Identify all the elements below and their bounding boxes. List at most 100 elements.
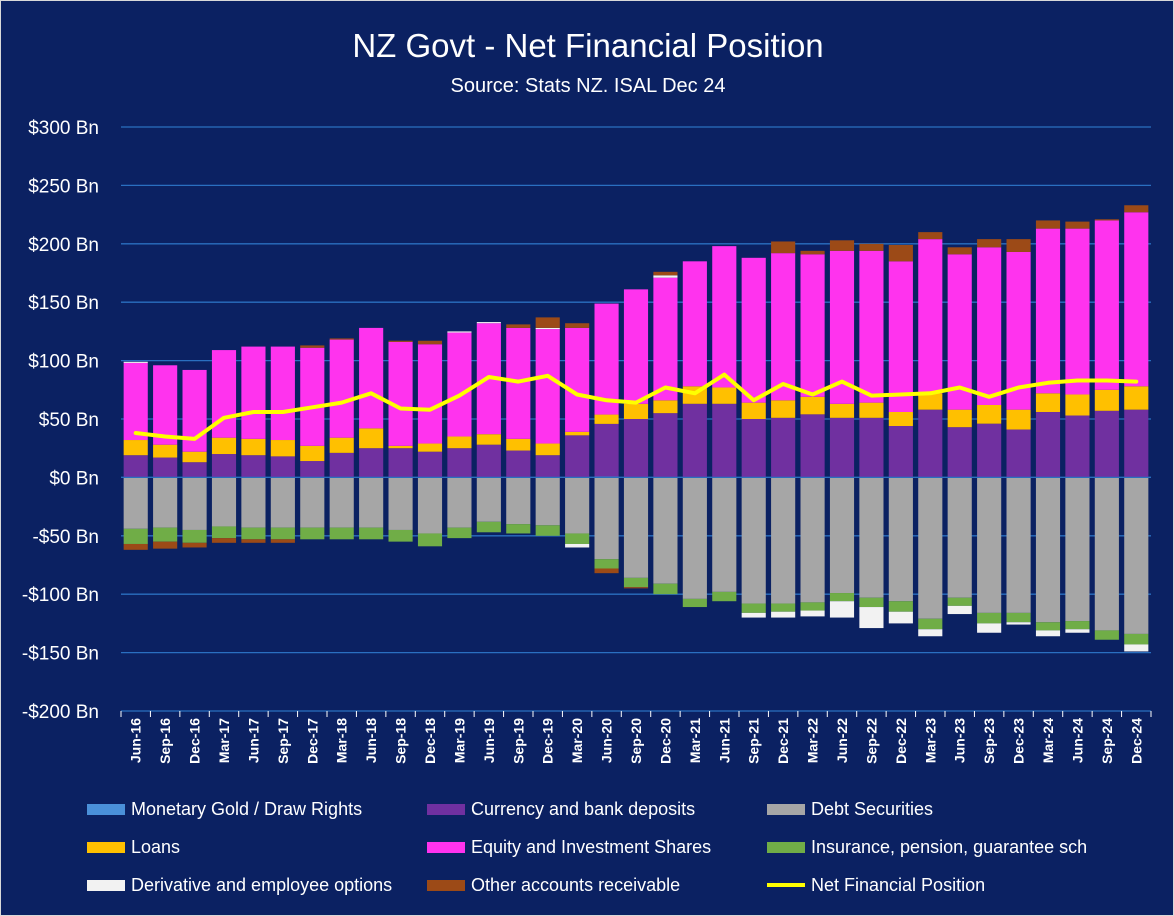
x-tick-label: Mar-20: [569, 718, 585, 763]
bar-segment: [359, 327, 384, 429]
bar-segment: [1065, 228, 1090, 395]
bar-segment: [300, 527, 325, 540]
bar-segment: [388, 341, 413, 446]
legend: Monetary Gold / Draw Rights Currency and…: [87, 797, 1147, 897]
bar-segment: [1065, 629, 1090, 633]
bar-segment: [329, 437, 354, 453]
bar-segment: [682, 261, 707, 387]
bar-segment: [594, 559, 619, 569]
bar-segment: [300, 461, 325, 478]
legend-swatch: [427, 841, 465, 853]
bar-segment: [741, 603, 766, 613]
legend-label: Equity and Investment Shares: [471, 836, 712, 857]
x-tick-label: Jun-18: [363, 718, 379, 763]
bar-segment: [417, 451, 443, 478]
bar-segment: [565, 477, 590, 534]
bar-segment: [241, 346, 266, 439]
bar-segment: [594, 423, 619, 477]
bar-segment: [447, 527, 472, 539]
y-tick-label: -$100 Bn: [22, 585, 99, 606]
bar-segment: [506, 324, 531, 328]
x-tick-label: Mar-18: [334, 718, 350, 763]
bar-segment: [241, 477, 266, 528]
bar-segment: [329, 339, 354, 438]
y-tick-label: $200 Bn: [28, 235, 99, 256]
x-tick-label: Jun-24: [1069, 718, 1085, 763]
bar-segment: [417, 340, 443, 345]
bar-segment: [153, 527, 178, 542]
x-tick-label: Jun-23: [952, 718, 968, 763]
y-tick-label: $100 Bn: [28, 352, 99, 373]
bar-segment: [241, 527, 266, 540]
bar-segment: [829, 403, 855, 418]
bar-segment: [1065, 221, 1090, 229]
bar-segment: [506, 477, 531, 525]
legend-label: Insurance, pension, guarantee sch: [811, 836, 1088, 857]
bar-segment: [182, 542, 207, 548]
legend-swatch: [87, 803, 125, 815]
bar-segment: [771, 253, 796, 401]
bar-segment: [977, 612, 1002, 624]
chart-title: NZ Govt - Net Financial Position: [352, 27, 823, 64]
bar-segment: [211, 454, 237, 478]
bar-segment: [1006, 239, 1031, 252]
bar-segment: [829, 477, 855, 594]
bar-segment: [888, 601, 913, 612]
bar-segment: [888, 426, 913, 478]
bar-segment: [565, 435, 590, 478]
x-tick-label: Sep-19: [510, 718, 526, 764]
bar-segment: [1065, 477, 1090, 622]
bar-segment: [447, 477, 472, 528]
bar-segment: [918, 629, 943, 637]
bar-segment: [918, 232, 943, 240]
bar-segment: [771, 400, 796, 418]
x-tick-label: Sep-16: [157, 718, 173, 764]
legend-label: Net Financial Position: [811, 874, 986, 895]
bar-segment: [977, 477, 1002, 613]
bar-segment: [623, 403, 649, 419]
bar-segment: [447, 331, 472, 333]
legend-swatch: [427, 803, 465, 815]
legend-label: Currency and bank deposits: [471, 798, 696, 819]
bar-segment: [888, 244, 913, 262]
bar-segment: [1094, 410, 1119, 478]
bar-segment: [653, 277, 678, 401]
legend-swatch: [427, 879, 465, 891]
bar-segment: [535, 477, 560, 526]
bar-segment: [977, 423, 1002, 478]
bar-segment: [270, 539, 295, 543]
legend-swatch: [87, 879, 125, 891]
bar-segment: [918, 239, 943, 394]
x-tick-label: Sep-17: [275, 718, 291, 764]
bar-segment: [800, 602, 825, 611]
net-financial-position-line: [133, 372, 1139, 441]
y-tick-label: -$50 Bn: [32, 527, 99, 548]
bar-segment: [241, 438, 266, 456]
x-tick-label: Dec-23: [1011, 718, 1027, 764]
y-tick-label: -$150 Bn: [22, 644, 99, 665]
bar-segment: [535, 443, 560, 456]
bar-segment: [211, 477, 237, 527]
legend-item-loans: Loans: [87, 835, 427, 859]
bar-segment: [300, 347, 325, 446]
bar-segment: [300, 477, 325, 528]
bar-segment: [1035, 220, 1061, 229]
bar-segment: [918, 477, 943, 619]
bar-segment: [829, 250, 855, 404]
bar-segment: [1065, 415, 1090, 478]
bar-segment: [329, 477, 354, 528]
bar-segment: [535, 317, 560, 328]
x-tick-label: Dec-17: [304, 718, 320, 764]
bar-segment: [329, 338, 354, 340]
bar-segment: [153, 457, 178, 478]
bar-segment: [476, 322, 501, 324]
legend-swatch: [767, 841, 805, 853]
legend-item-net-position: Net Financial Position: [767, 873, 1147, 897]
bar-segment: [741, 419, 766, 478]
legend-item-currency-deposits: Currency and bank deposits: [427, 797, 767, 821]
bar-segment: [594, 414, 619, 424]
bar-segment: [565, 533, 590, 544]
bar-segment: [829, 593, 855, 602]
bar-segment: [300, 345, 325, 348]
